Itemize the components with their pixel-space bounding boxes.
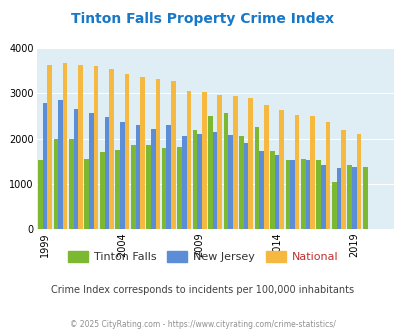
Bar bbox=[58, 100, 63, 229]
Bar bbox=[223, 113, 228, 229]
Bar bbox=[356, 134, 360, 229]
Bar bbox=[300, 159, 305, 229]
Bar bbox=[294, 115, 299, 229]
Bar bbox=[254, 127, 259, 229]
Bar bbox=[155, 79, 160, 229]
Bar bbox=[181, 136, 186, 229]
Bar bbox=[162, 148, 166, 229]
Bar bbox=[146, 146, 151, 229]
Bar bbox=[53, 139, 58, 229]
Text: © 2025 CityRating.com - https://www.cityrating.com/crime-statistics/: © 2025 CityRating.com - https://www.city… bbox=[70, 320, 335, 329]
Bar bbox=[151, 129, 155, 229]
Bar bbox=[269, 151, 274, 229]
Bar bbox=[69, 139, 73, 229]
Bar bbox=[362, 167, 367, 229]
Bar bbox=[217, 95, 222, 229]
Bar bbox=[202, 92, 206, 229]
Text: Tinton Falls Property Crime Index: Tinton Falls Property Crime Index bbox=[71, 12, 334, 25]
Bar bbox=[331, 182, 336, 229]
Bar bbox=[135, 125, 140, 229]
Bar bbox=[73, 109, 78, 229]
Bar bbox=[43, 103, 47, 229]
Legend: Tinton Falls, New Jersey, National: Tinton Falls, New Jersey, National bbox=[64, 247, 341, 267]
Bar bbox=[177, 147, 181, 229]
Bar bbox=[192, 130, 197, 229]
Bar bbox=[347, 165, 351, 229]
Bar bbox=[140, 77, 145, 229]
Bar bbox=[320, 165, 325, 229]
Bar bbox=[109, 69, 113, 229]
Bar bbox=[248, 98, 252, 229]
Bar bbox=[325, 122, 330, 229]
Bar bbox=[340, 130, 345, 229]
Bar bbox=[115, 150, 120, 229]
Bar bbox=[124, 74, 129, 229]
Bar bbox=[239, 136, 243, 229]
Bar bbox=[78, 65, 83, 229]
Bar bbox=[316, 160, 320, 229]
Bar bbox=[351, 167, 356, 229]
Bar bbox=[94, 66, 98, 229]
Bar bbox=[232, 96, 237, 229]
Bar bbox=[166, 124, 171, 229]
Bar bbox=[197, 134, 202, 229]
Bar bbox=[279, 110, 284, 229]
Bar bbox=[274, 155, 279, 229]
Bar bbox=[63, 63, 67, 229]
Bar bbox=[89, 113, 94, 229]
Bar bbox=[104, 117, 109, 229]
Bar bbox=[228, 135, 232, 229]
Bar bbox=[130, 146, 135, 229]
Bar bbox=[212, 132, 217, 229]
Bar bbox=[100, 152, 104, 229]
Bar bbox=[120, 122, 124, 229]
Bar bbox=[47, 65, 52, 229]
Bar bbox=[186, 91, 191, 229]
Bar bbox=[305, 160, 309, 229]
Bar bbox=[259, 151, 263, 229]
Bar bbox=[171, 82, 175, 229]
Bar bbox=[285, 160, 290, 229]
Bar bbox=[84, 159, 89, 229]
Bar bbox=[336, 168, 340, 229]
Text: Crime Index corresponds to incidents per 100,000 inhabitants: Crime Index corresponds to incidents per… bbox=[51, 285, 354, 295]
Bar bbox=[38, 160, 43, 229]
Bar bbox=[208, 116, 212, 229]
Bar bbox=[309, 116, 314, 229]
Bar bbox=[243, 143, 248, 229]
Bar bbox=[290, 160, 294, 229]
Bar bbox=[263, 105, 268, 229]
